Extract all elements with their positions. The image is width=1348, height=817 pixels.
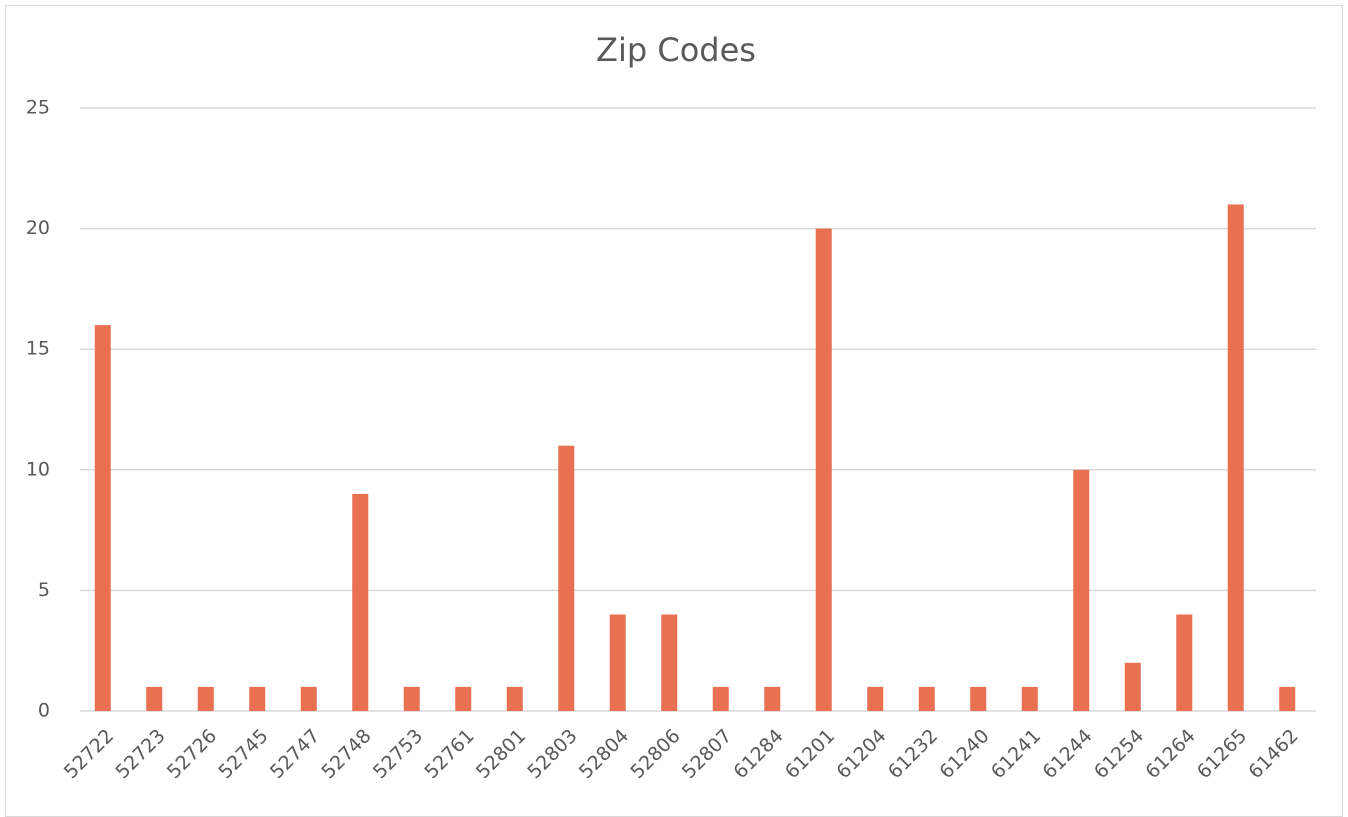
y-tick-label: 15: [26, 338, 50, 360]
bar: [1279, 686, 1296, 711]
bar: [506, 686, 523, 711]
bar: [867, 686, 884, 711]
bar: [558, 445, 575, 711]
y-tick-label: 10: [26, 458, 50, 480]
bar: [197, 686, 214, 711]
bar: [1073, 469, 1090, 711]
bar: [403, 686, 420, 711]
bar: [764, 686, 781, 711]
y-tick-label: 5: [38, 579, 50, 601]
bar: [970, 686, 987, 711]
bar: [661, 614, 678, 711]
bar: [609, 614, 626, 711]
y-tick-label: 25: [26, 97, 50, 119]
bar: [1227, 204, 1244, 712]
y-tick-label: 0: [38, 700, 50, 722]
bar: [146, 686, 163, 711]
y-tick-label: 20: [26, 217, 50, 239]
chart-title: Zip Codes: [596, 31, 756, 69]
bar: [249, 686, 266, 711]
bar: [815, 228, 832, 711]
bar: [455, 686, 472, 711]
bar: [1176, 614, 1193, 711]
bar: [300, 686, 317, 711]
bar: [1021, 686, 1038, 711]
bar: [1124, 662, 1141, 711]
bar: [94, 325, 111, 711]
bar: [712, 686, 729, 711]
bar: [918, 686, 935, 711]
bar: [352, 493, 369, 711]
